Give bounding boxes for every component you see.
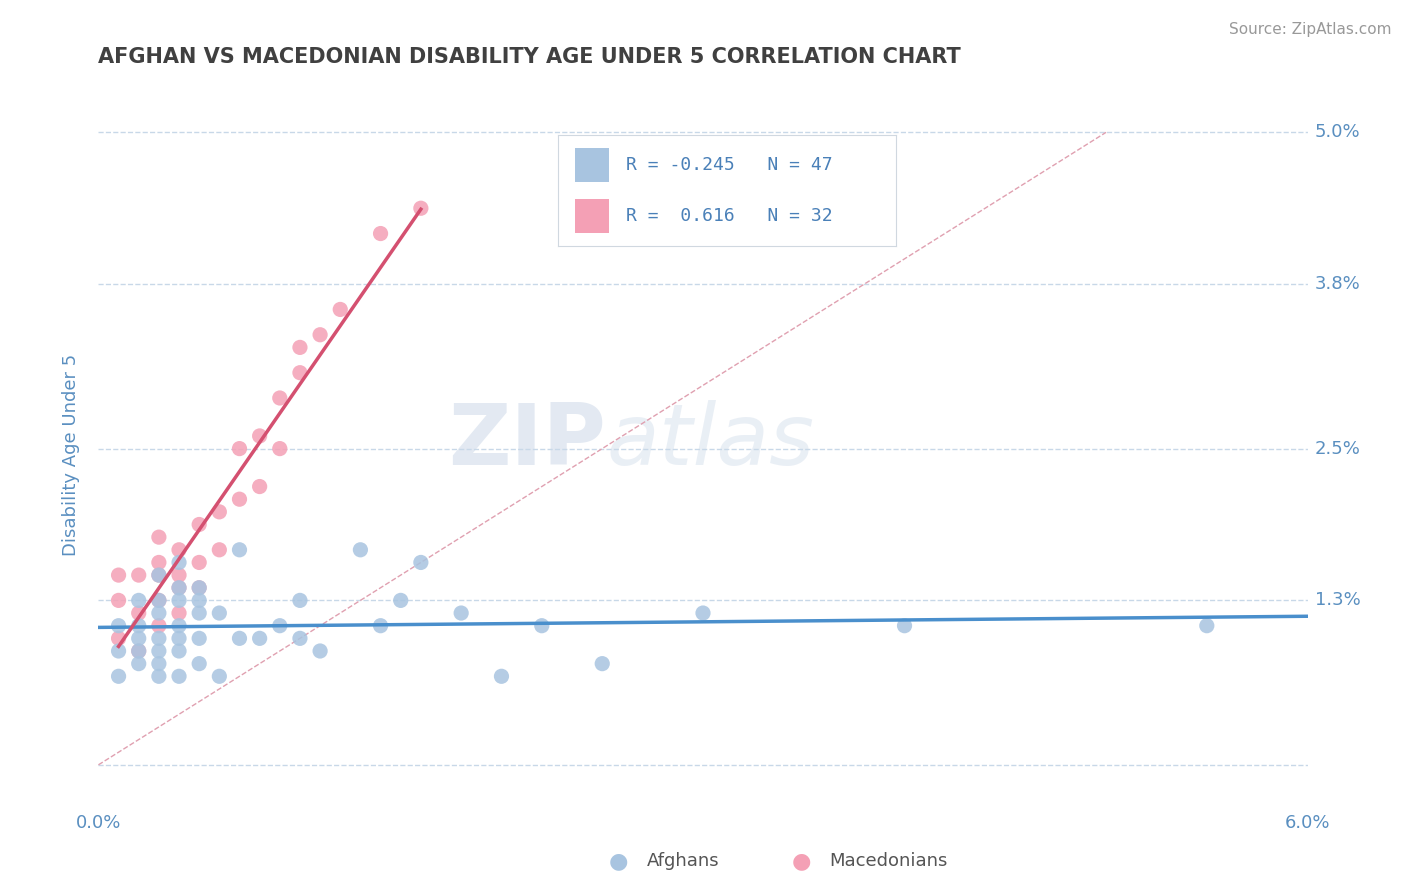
- Point: [148, 644, 170, 658]
- Point: [288, 593, 311, 607]
- Point: [349, 542, 371, 557]
- Point: [208, 606, 231, 620]
- Point: [370, 618, 392, 632]
- Point: [167, 568, 190, 582]
- Point: [893, 618, 915, 632]
- Point: [148, 618, 170, 632]
- Point: [530, 618, 553, 632]
- Point: [128, 644, 150, 658]
- Point: [107, 669, 129, 683]
- Point: [148, 593, 170, 607]
- Point: [692, 606, 714, 620]
- Point: [148, 606, 170, 620]
- Point: [167, 618, 190, 632]
- Point: [188, 632, 211, 646]
- Point: [228, 492, 250, 507]
- Point: [148, 556, 170, 570]
- Text: ●: ●: [609, 851, 628, 871]
- Point: [208, 669, 231, 683]
- Point: [167, 542, 190, 557]
- Point: [309, 644, 332, 658]
- Point: [288, 366, 311, 380]
- Point: [128, 568, 150, 582]
- Point: [188, 556, 211, 570]
- Point: [208, 542, 231, 557]
- Point: [1195, 618, 1218, 632]
- Point: [228, 542, 250, 557]
- Point: [148, 530, 170, 544]
- Text: ZIP: ZIP: [449, 400, 606, 483]
- Point: [228, 632, 250, 646]
- Point: [148, 669, 170, 683]
- Point: [107, 644, 129, 658]
- Point: [450, 606, 472, 620]
- Y-axis label: Disability Age Under 5: Disability Age Under 5: [62, 354, 80, 556]
- Point: [128, 632, 150, 646]
- Point: [167, 581, 190, 595]
- Point: [148, 593, 170, 607]
- Point: [591, 657, 613, 671]
- Text: atlas: atlas: [606, 400, 814, 483]
- Point: [188, 593, 211, 607]
- Point: [269, 618, 291, 632]
- Point: [128, 606, 150, 620]
- Point: [288, 632, 311, 646]
- Point: [228, 442, 250, 456]
- Point: [491, 669, 513, 683]
- Point: [128, 644, 150, 658]
- Point: [148, 657, 170, 671]
- Bar: [575, 148, 609, 182]
- Point: [128, 657, 150, 671]
- Text: R = -0.245   N = 47: R = -0.245 N = 47: [626, 156, 832, 174]
- Point: [409, 201, 432, 215]
- Point: [107, 593, 129, 607]
- Point: [249, 479, 271, 493]
- Point: [188, 657, 211, 671]
- Text: 2.5%: 2.5%: [1315, 440, 1361, 458]
- Point: [128, 593, 150, 607]
- Text: Macedonians: Macedonians: [830, 852, 948, 870]
- Text: Source: ZipAtlas.com: Source: ZipAtlas.com: [1229, 22, 1392, 37]
- Text: AFGHAN VS MACEDONIAN DISABILITY AGE UNDER 5 CORRELATION CHART: AFGHAN VS MACEDONIAN DISABILITY AGE UNDE…: [98, 47, 962, 67]
- Point: [389, 593, 412, 607]
- Point: [167, 644, 190, 658]
- Point: [370, 227, 392, 241]
- Point: [249, 429, 271, 443]
- Point: [409, 556, 432, 570]
- Point: [269, 442, 291, 456]
- Point: [249, 632, 271, 646]
- Text: Afghans: Afghans: [647, 852, 720, 870]
- Point: [107, 632, 129, 646]
- Point: [167, 556, 190, 570]
- Point: [148, 568, 170, 582]
- Point: [188, 606, 211, 620]
- Text: R =  0.616   N = 32: R = 0.616 N = 32: [626, 207, 832, 225]
- Point: [288, 340, 311, 354]
- Point: [309, 327, 332, 342]
- Point: [128, 618, 150, 632]
- Point: [167, 606, 190, 620]
- Point: [167, 581, 190, 595]
- Point: [107, 568, 129, 582]
- Point: [167, 669, 190, 683]
- Point: [188, 581, 211, 595]
- Point: [188, 517, 211, 532]
- Point: [107, 618, 129, 632]
- Text: 5.0%: 5.0%: [1315, 123, 1360, 141]
- Point: [208, 505, 231, 519]
- Text: 3.8%: 3.8%: [1315, 275, 1361, 293]
- Point: [167, 632, 190, 646]
- Point: [329, 302, 352, 317]
- Text: 1.3%: 1.3%: [1315, 591, 1361, 609]
- Point: [188, 581, 211, 595]
- Bar: [575, 200, 609, 233]
- Point: [167, 593, 190, 607]
- Point: [269, 391, 291, 405]
- Point: [148, 632, 170, 646]
- Text: ●: ●: [792, 851, 811, 871]
- Point: [148, 568, 170, 582]
